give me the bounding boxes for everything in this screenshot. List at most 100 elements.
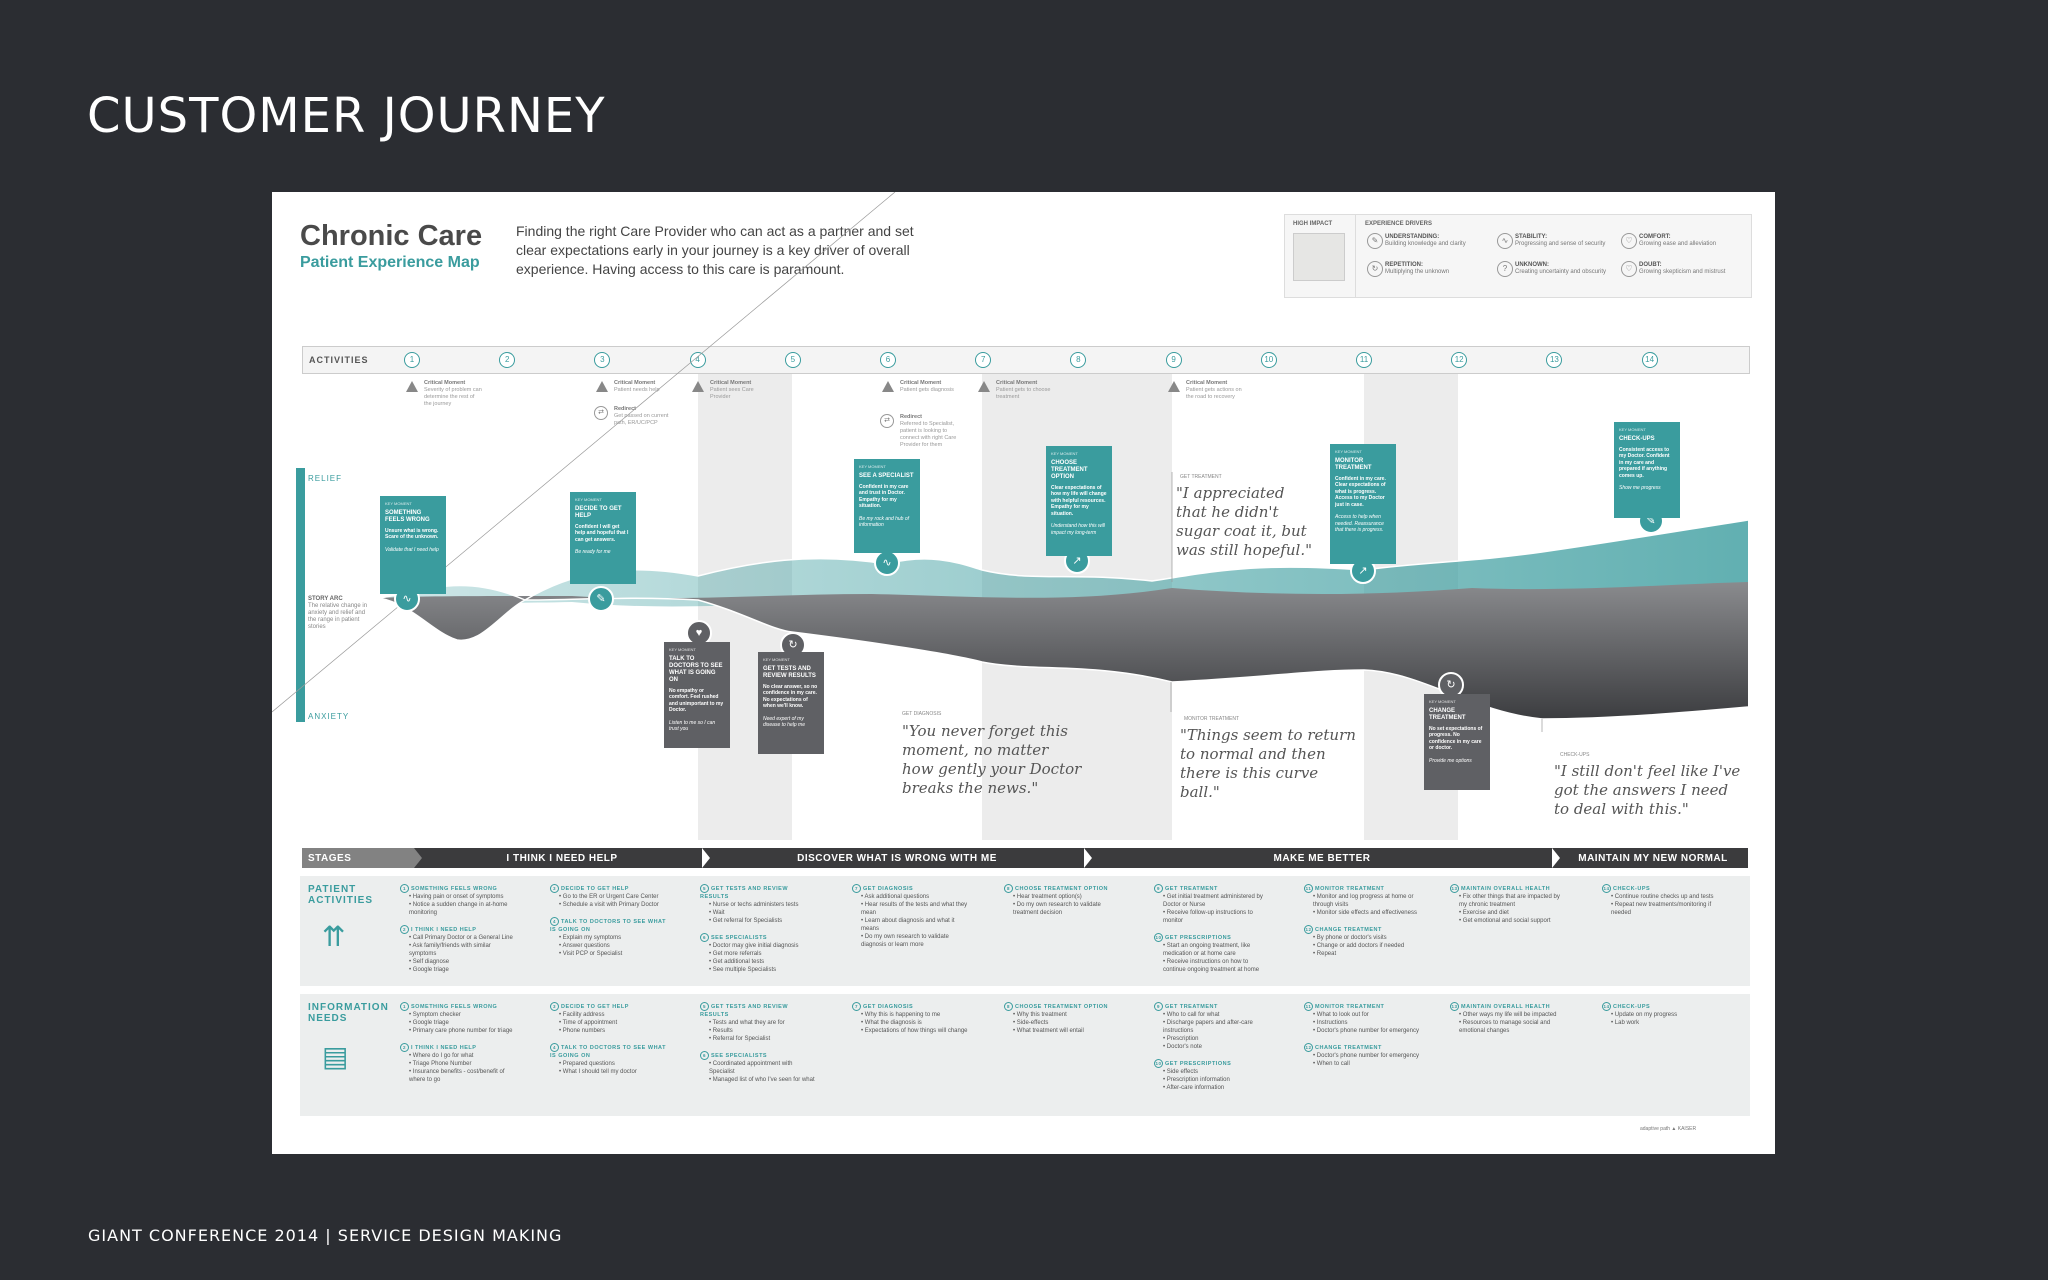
group-heading: 12 CHANGE TREATMENT — [1304, 925, 1382, 934]
list-item: • Fix other things that are impacted by … — [1459, 894, 1560, 908]
list-item: • Get more referrals — [709, 951, 762, 957]
activity-column: 5 GET TESTS AND REVIEW RESULTS • Tests and… — [700, 1002, 818, 1084]
slide-footer: GIANT CONFERENCE 2014 | SERVICE DESIGN M… — [88, 1226, 563, 1245]
list-item: • What to look out for — [1313, 1012, 1369, 1018]
unknown-icon: ? — [1497, 261, 1513, 277]
key-moment-card: KEY MOMENT CHANGE TREATMENT No set expecta… — [1424, 694, 1490, 790]
activity-step: 10 — [1260, 352, 1277, 368]
key-moment-card: KEY MOMENT DECIDE TO GET HELP Confident I … — [570, 492, 636, 584]
list-item: • Coordinated appointment with Specialis… — [709, 1061, 793, 1075]
key-moment-card: KEY MOMENT GET TESTS AND REVIEW RESULTS No… — [758, 652, 824, 754]
critical-moment: Critical Moment Patient sees Care Provide… — [710, 380, 754, 400]
activity-step: 9 — [1165, 352, 1182, 368]
relief-area — [379, 520, 1748, 607]
list-item: • Phone numbers — [559, 1028, 606, 1034]
legend: HIGH IMPACT EXPERIENCE DRIVERS ✎ UNDERST… — [1284, 214, 1752, 298]
footer-logos: adaptive path ▲ KAISER — [1640, 1126, 1697, 1132]
list-item: • Receive follow-up instructions to moni… — [1163, 910, 1253, 924]
quote: "I appreciated that he didn't sugar coat… — [1176, 484, 1312, 559]
critical-moment: Critical Moment Patient gets to choose tr… — [996, 380, 1051, 400]
list-item: • Prepared questions — [559, 1061, 615, 1067]
warning-icon — [692, 381, 704, 392]
high-impact-swatch — [1293, 233, 1345, 281]
list-item: • Doctor may give initial diagnosis — [709, 943, 799, 949]
list-item: • Visit PCP or Specialist — [559, 951, 623, 957]
key-moment-card: KEY MOMENT SEE A SPECIALIST Confident in m… — [854, 459, 920, 553]
list-item: • Discharge papers and after-care instru… — [1163, 1020, 1253, 1034]
list-item: • Lab work — [1611, 1020, 1640, 1026]
list-item: • Symptom checker — [409, 1012, 461, 1018]
critical-moment: Critical Moment Patient gets diagnosis — [900, 380, 954, 393]
driver-unknown: UNKNOWN: Creating uncertainty and obscuri… — [1515, 262, 1607, 275]
relief-anxiety-axis — [296, 468, 305, 722]
list-item: • Go to the ER or Urgent Care Center — [559, 894, 659, 900]
list-item: • Get initial treatment administered by … — [1163, 894, 1263, 908]
activity-column: 8 CHOOSE TREATMENT OPTION • Why this treat… — [1004, 1002, 1122, 1035]
activity-column: 3 DECIDE TO GET HELP • Go to the ER or Urg… — [550, 884, 668, 958]
list-item: • Get emotional and social support — [1459, 918, 1551, 924]
list-item: • Answer questions — [559, 943, 610, 949]
list-item: • Do my own research to validate diagnos… — [861, 934, 949, 948]
group-heading: 8 CHOOSE TREATMENT OPTION — [1004, 1002, 1122, 1011]
list-item: • What I should tell my doctor — [559, 1069, 637, 1075]
list-item: • Self diagnose — [409, 959, 450, 965]
group-heading: 13 MAINTAIN OVERALL HEALTH — [1450, 1002, 1551, 1011]
activity-column: 13 MAINTAIN OVERALL HEALTH • Fix other thi… — [1450, 884, 1568, 925]
list-item: • Change or add doctors if needed — [1313, 943, 1405, 949]
list-item: • Prescription information — [1163, 1077, 1230, 1083]
list-item: • After-care information — [1163, 1085, 1225, 1091]
list-item: • Why this treatment — [1013, 1012, 1067, 1018]
document-icon: ▤ — [322, 1041, 349, 1072]
poster-title: Chronic Care — [300, 220, 483, 252]
list-item: • Managed list of who I've seen for what — [709, 1077, 815, 1083]
arrows-icon: ⇈ — [322, 921, 346, 952]
activity-column: 14 CHECK-UPS • Continue routine checks up … — [1602, 884, 1720, 917]
list-item: • Referral for Specialist — [709, 1036, 771, 1042]
list-item: • Insurance benefits - cost/benefit of w… — [409, 1069, 505, 1083]
driver-doubt: DOUBT: Growing skepticism and mistrust — [1639, 262, 1726, 275]
list-item: • Ask family/friends with similar sympto… — [409, 943, 491, 957]
group-heading: 10 GET PRESCRIPTIONS — [1154, 933, 1232, 942]
list-item: • See multiple Specialists — [709, 967, 777, 973]
list-item: • Start an ongoing treatment, like medic… — [1163, 943, 1251, 957]
list-item: • Prescription — [1163, 1036, 1199, 1042]
activity-column: 1 SOMETHING FEELS WRONG • Symptom checker •… — [400, 1002, 518, 1084]
quote-label: MONITOR TREATMENT — [1184, 716, 1239, 722]
activity-step: 14 — [1641, 352, 1658, 368]
redirect-note: Redirect Referred to Specialist, patient … — [900, 414, 957, 448]
activities-label: ACTIVITIES — [309, 355, 369, 365]
stage-4: MAINTAIN MY NEW NORMAL — [1578, 853, 1728, 864]
group-heading: 12 CHANGE TREATMENT — [1304, 1043, 1382, 1052]
activity-step: 13 — [1546, 352, 1563, 368]
redirect-icon: ⇄ — [880, 414, 894, 428]
understanding-icon: ✎ — [1367, 233, 1383, 249]
list-item: • Notice a sudden change in at-home moni… — [409, 902, 508, 916]
stage-divider — [1552, 848, 1560, 868]
legend-drivers-label: EXPERIENCE DRIVERS — [1365, 221, 1433, 227]
group-heading: 1 SOMETHING FEELS WRONG — [400, 884, 518, 893]
experience-map-poster: Chronic Care Patient Experience Map Find… — [272, 192, 1775, 1154]
key-moment-card: KEY MOMENT CHOOSE TREATMENT OPTION Clear e… — [1046, 446, 1112, 556]
stages-bar: STAGES I THINK I NEED HELP DISCOVER WHAT… — [302, 848, 1748, 868]
warning-icon — [406, 381, 418, 392]
stage-3: MAKE ME BETTER — [1273, 853, 1371, 864]
story-arc-label: STORY ARC The relative change in anxiety … — [308, 596, 368, 630]
stages-label: STAGES — [308, 853, 352, 864]
slide-title: CUSTOMER JOURNEY — [87, 88, 606, 144]
stability-icon: ∿ — [1497, 233, 1513, 249]
activity-step: 3 — [594, 352, 611, 368]
list-item: • Update on my progress — [1611, 1012, 1678, 1018]
list-item: • What the diagnosis is — [861, 1020, 922, 1026]
list-item: • Google triage — [409, 1020, 449, 1026]
list-item: • Get referral for Specialists — [709, 918, 783, 924]
group-heading: 1 SOMETHING FEELS WRONG — [400, 1002, 518, 1011]
quote: "Things seem to return to normal and the… — [1180, 726, 1356, 801]
group-heading: 7 GET DIAGNOSIS — [852, 1002, 970, 1011]
list-item: • Receive instructions on how to continu… — [1163, 959, 1260, 973]
warning-icon — [1168, 381, 1180, 392]
activity-step: 5 — [784, 352, 801, 368]
activity-column: 9 GET TREATMENT • Who to call for what • Di… — [1154, 1002, 1272, 1092]
list-item: • Call Primary Doctor or a General Line — [409, 935, 513, 941]
activity-step: 12 — [1451, 352, 1468, 368]
